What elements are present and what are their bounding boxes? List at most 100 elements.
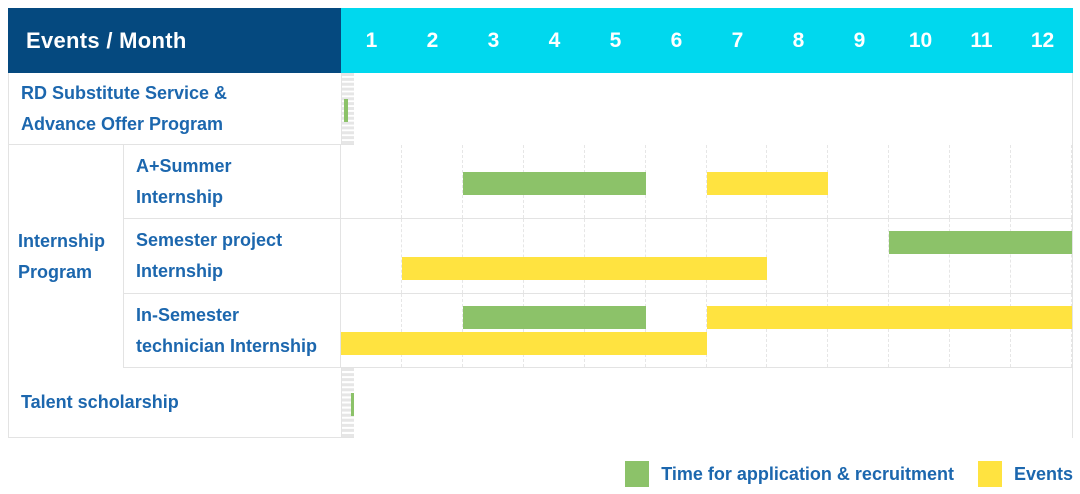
month-grid-cell [347,368,348,437]
month-grid-cell [402,145,463,218]
month-grid-cell [343,368,344,437]
month-grid-cell [585,294,646,367]
events-month-header-cell: Events / Month [8,8,341,73]
event-bar [706,171,829,195]
month-grid-cell [402,294,463,367]
row-timeline [341,219,1073,293]
month-header-label: 12 [1030,28,1055,52]
month-grid-cell [341,294,402,367]
row-label: Talent scholarship [9,368,342,437]
month-grid-cell [349,73,350,144]
month-header-label: 8 [792,28,805,52]
recruitment-bar [344,98,348,122]
month-grid-cell [767,294,829,367]
month-grid-cell [889,219,951,293]
month-grid-cell [585,219,646,293]
month-grid-cell [889,145,951,218]
legend-label-events: Events [1013,463,1073,484]
row-timeline [342,73,354,144]
row-group-section: Internship Program A+Summer Internship Sem… [9,145,1073,368]
table-row: In-Semester technician Internship [124,294,1073,368]
legend-label-recruitment: Time for application & recruitment [661,463,954,484]
month-grid-cell [646,145,707,218]
event-bar [341,332,707,355]
event-bar [401,257,768,280]
table-row: Semester project Internship [124,219,1073,294]
month-grid-cell [828,219,890,293]
month-grid-cell [828,145,890,218]
month-header-label: 3 [487,28,500,52]
recruitment-bar [462,171,646,195]
month-header-label: 5 [609,28,622,52]
row-label: Semester project Internship [124,219,341,293]
month-grid-cell [828,294,890,367]
row-timeline [341,294,1073,367]
recruitment-bar [351,392,354,416]
month-header-label: 4 [548,28,561,52]
table-header-row: Events / Month 1 2 3 4 5 6 7 8 9 10 11 12 [8,8,1073,73]
table-row: RD Substitute Service & Advance Offer Pr… [9,73,354,145]
table-body: RD Substitute Service & Advance Offer Pr… [8,73,1073,438]
month-grid-cell [342,73,343,144]
month-grid-cell [524,294,585,367]
month-header-label: 10 [908,28,933,52]
month-grid-cell [463,219,524,293]
month-grid-cell [348,73,349,144]
month-grid-cell [343,73,344,144]
month-grid-cell [1011,145,1073,218]
month-grid-cell [341,219,402,293]
recruitment-bar [889,231,1072,254]
month-header-label: 7 [731,28,744,52]
month-grid-cell [524,219,585,293]
month-grid-cell [1011,294,1073,367]
row-label: RD Substitute Service & Advance Offer Pr… [9,73,342,144]
row-label: In-Semester technician Internship [124,294,341,367]
month-header-label: 11 [970,28,993,52]
month-header-label: 2 [426,28,439,52]
month-grid-cell [352,73,353,144]
month-header-cells: 1 2 3 4 5 6 7 8 9 10 11 12 [341,8,1073,73]
month-grid-cell [348,368,349,437]
row-section: RD Substitute Service & Advance Offer Pr… [9,73,1072,145]
month-header-label: 1 [365,28,378,52]
month-grid-cell [950,145,1012,218]
month-grid-cell [346,368,347,437]
table-row: Talent scholarship [9,368,354,438]
month-grid-cell [349,368,350,437]
row-label: A+Summer Internship [124,145,341,218]
month-grid-cell [767,219,829,293]
row-timeline [341,145,1073,218]
row-timeline [342,368,354,437]
group-rows: A+Summer Internship Semester project Inte… [124,145,1073,368]
recruitment-bar [462,306,646,329]
month-grid-cell [350,73,351,144]
legend-swatch-events-icon [977,461,1002,487]
month-grid-cell [341,145,402,218]
month-grid-cell [646,294,707,367]
month-grid-cell [402,219,463,293]
event-bar [706,306,1072,329]
month-grid-cell [342,368,343,437]
group-label: Internship Program [9,145,124,368]
month-grid-cell [351,73,352,144]
month-grid-cell [889,294,951,367]
month-grid-cell [463,294,524,367]
month-header-label: 6 [670,28,683,52]
month-header-label: 9 [853,28,866,52]
month-grid-cell [646,219,707,293]
month-grid-cell [353,73,354,144]
month-grid-cell [950,219,1012,293]
month-grid-cell [1011,219,1073,293]
row-section: Talent scholarship [9,368,1072,438]
legend-swatch-recruitment-icon [625,461,650,487]
month-grid-cell [707,294,768,367]
month-grid-cell [345,368,346,437]
month-grid-cell [707,219,768,293]
table-row: A+Summer Internship [124,145,1073,219]
month-grid-cell [350,368,351,437]
legend: Time for application & recruitment Event… [625,461,1073,487]
month-grid-cell [344,368,345,437]
month-grid-cell [950,294,1012,367]
events-month-table: Events / Month 1 2 3 4 5 6 7 8 9 10 11 12 RD Substi… [8,8,1073,438]
